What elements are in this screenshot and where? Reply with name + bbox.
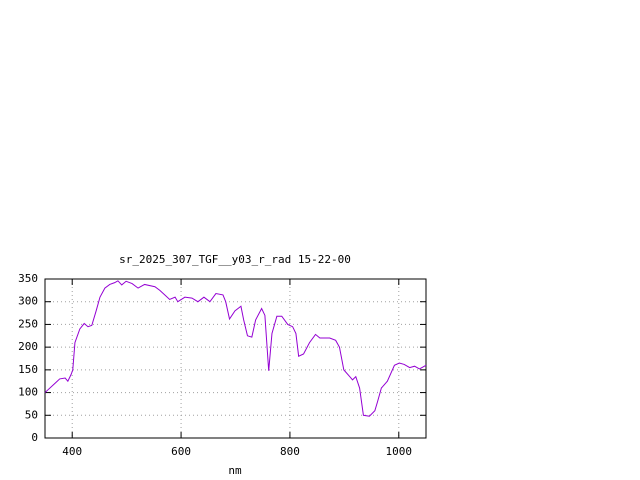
y-tick-label: 150 — [18, 363, 38, 376]
x-tick-label: 400 — [62, 445, 82, 458]
x-tick-label: 1000 — [386, 445, 413, 458]
chart-title: sr_2025_307_TGF__y03_r_rad 15-22-00 — [119, 253, 351, 266]
y-tick-label: 200 — [18, 340, 38, 353]
x-tick-label: 600 — [171, 445, 191, 458]
x-tick-label: 800 — [280, 445, 300, 458]
y-tick-label: 50 — [25, 408, 38, 421]
y-tick-label: 300 — [18, 295, 38, 308]
y-tick-label: 0 — [31, 431, 38, 444]
y-tick-label: 100 — [18, 386, 38, 399]
data-line — [44, 280, 427, 417]
y-tick-label: 350 — [18, 272, 38, 285]
y-tick-label: 250 — [18, 317, 38, 330]
x-axis-label: nm — [228, 464, 242, 477]
plot-frame — [44, 278, 427, 439]
